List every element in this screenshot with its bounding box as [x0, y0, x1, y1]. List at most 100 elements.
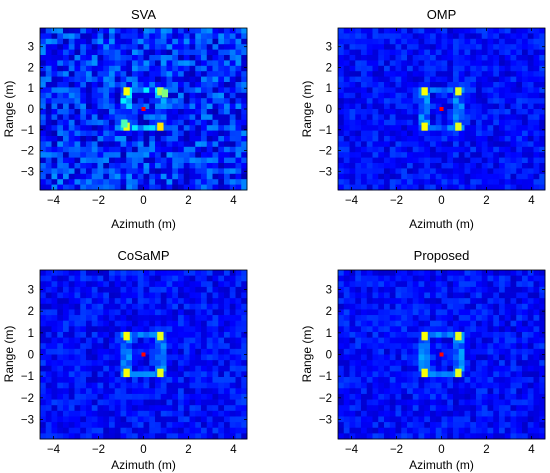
heatmap-cell	[499, 371, 506, 378]
heatmap-cell	[510, 49, 517, 56]
heatmap-cell	[114, 326, 121, 333]
heatmap-cell	[361, 82, 368, 88]
heatmap-cell	[464, 422, 471, 429]
heatmap-cell	[114, 422, 121, 429]
heatmap-cell	[338, 141, 345, 148]
heatmap-cell	[366, 168, 373, 175]
heatmap-cell	[178, 130, 185, 137]
heatmap-cell	[218, 382, 225, 389]
heatmap-cell	[401, 136, 408, 142]
heatmap-cell	[522, 44, 529, 50]
heatmap-cell	[510, 270, 517, 277]
heatmap-cell	[45, 173, 52, 180]
heatmap-cell	[470, 292, 477, 299]
heatmap-cell	[493, 315, 500, 322]
heatmap-cell	[114, 55, 121, 61]
heatmap-cell	[407, 163, 414, 169]
heatmap-cell	[499, 125, 506, 131]
y-tick-label: 3	[326, 42, 332, 54]
heatmap-cell	[493, 292, 500, 299]
heatmap-cell	[195, 152, 202, 158]
heatmap-cell	[114, 365, 121, 372]
heatmap-cell	[476, 270, 483, 277]
y-axis-label: Range (m)	[2, 81, 16, 138]
heatmap-cell	[143, 114, 150, 121]
heatmap-cell	[120, 49, 127, 56]
heatmap-cell	[533, 382, 540, 389]
heatmap-cell	[407, 55, 414, 61]
heatmap-cell	[172, 163, 179, 169]
heatmap-cell	[206, 360, 213, 367]
heatmap-cell	[132, 405, 139, 412]
heatmap-cell	[206, 393, 213, 400]
heatmap-cell	[114, 60, 121, 67]
heatmap-cell	[68, 343, 75, 350]
heatmap-cell	[418, 337, 425, 344]
heatmap-cell	[424, 130, 431, 137]
heatmap-cell	[384, 405, 391, 412]
heatmap-cell	[91, 309, 98, 316]
heatmap-cell	[143, 433, 150, 440]
heatmap-cell	[178, 427, 185, 434]
heatmap-cell	[476, 382, 483, 389]
heatmap-cell	[229, 422, 236, 429]
heatmap-cell	[430, 427, 437, 434]
heatmap-cell	[458, 309, 465, 316]
heatmap-cell	[343, 152, 350, 158]
heatmap-cell	[155, 146, 162, 153]
heatmap-cell	[160, 298, 167, 305]
heatmap-cell	[343, 309, 350, 316]
heatmap-cell	[149, 152, 156, 158]
heatmap-cell	[412, 399, 419, 406]
heatmap-cell	[522, 130, 529, 137]
heatmap-cell	[527, 146, 534, 153]
heatmap-cell	[407, 109, 414, 115]
heatmap-cell	[132, 337, 139, 344]
heatmap-cell	[166, 49, 173, 56]
heatmap-cell	[103, 28, 110, 34]
heatmap-cell	[470, 114, 477, 121]
heatmap-cell	[114, 92, 121, 99]
heatmap-cell	[195, 168, 202, 175]
heatmap-cell	[109, 38, 116, 45]
heatmap-cell	[389, 119, 396, 126]
heatmap-cell	[510, 38, 517, 45]
heatmap-cell	[516, 275, 523, 282]
heatmap-cell	[218, 365, 225, 372]
peak-mark	[157, 87, 164, 96]
heatmap-cell	[149, 146, 156, 153]
heatmap-cell	[487, 179, 494, 185]
heatmap-cell	[389, 405, 396, 412]
heatmap-cell	[435, 146, 442, 153]
heatmap-cell	[424, 163, 431, 169]
heatmap-cell	[206, 377, 213, 384]
heatmap-cell	[349, 152, 356, 158]
heatmap-cell	[343, 281, 350, 288]
heatmap-cell	[160, 286, 167, 293]
heatmap-cell	[126, 292, 133, 299]
heatmap-cell	[183, 354, 190, 361]
heatmap-cell	[361, 49, 368, 56]
heatmap-cell	[189, 49, 196, 56]
heatmap-cell	[481, 98, 488, 104]
heatmap-cell	[430, 103, 437, 110]
heatmap-cell	[166, 179, 173, 185]
heatmap-cell	[487, 348, 494, 355]
x-axis-label: Azimuth (m)	[111, 217, 176, 231]
heatmap-cell	[120, 320, 127, 327]
heatmap-cell	[86, 348, 93, 355]
heatmap-cell	[91, 163, 98, 169]
heatmap-cell	[166, 388, 173, 395]
heatmap-cell	[143, 130, 150, 137]
heatmap-cell	[516, 33, 523, 40]
heatmap-cell	[120, 433, 127, 440]
heatmap-cell	[481, 275, 488, 282]
heatmap-cell	[155, 141, 162, 148]
heatmap-cell	[166, 275, 173, 282]
heatmap-cell	[189, 65, 196, 72]
heatmap-cell	[103, 163, 110, 169]
heatmap-cell	[499, 365, 506, 372]
heatmap-cell	[143, 315, 150, 322]
heatmap-cell	[418, 298, 425, 305]
heatmap-cell	[189, 141, 196, 148]
